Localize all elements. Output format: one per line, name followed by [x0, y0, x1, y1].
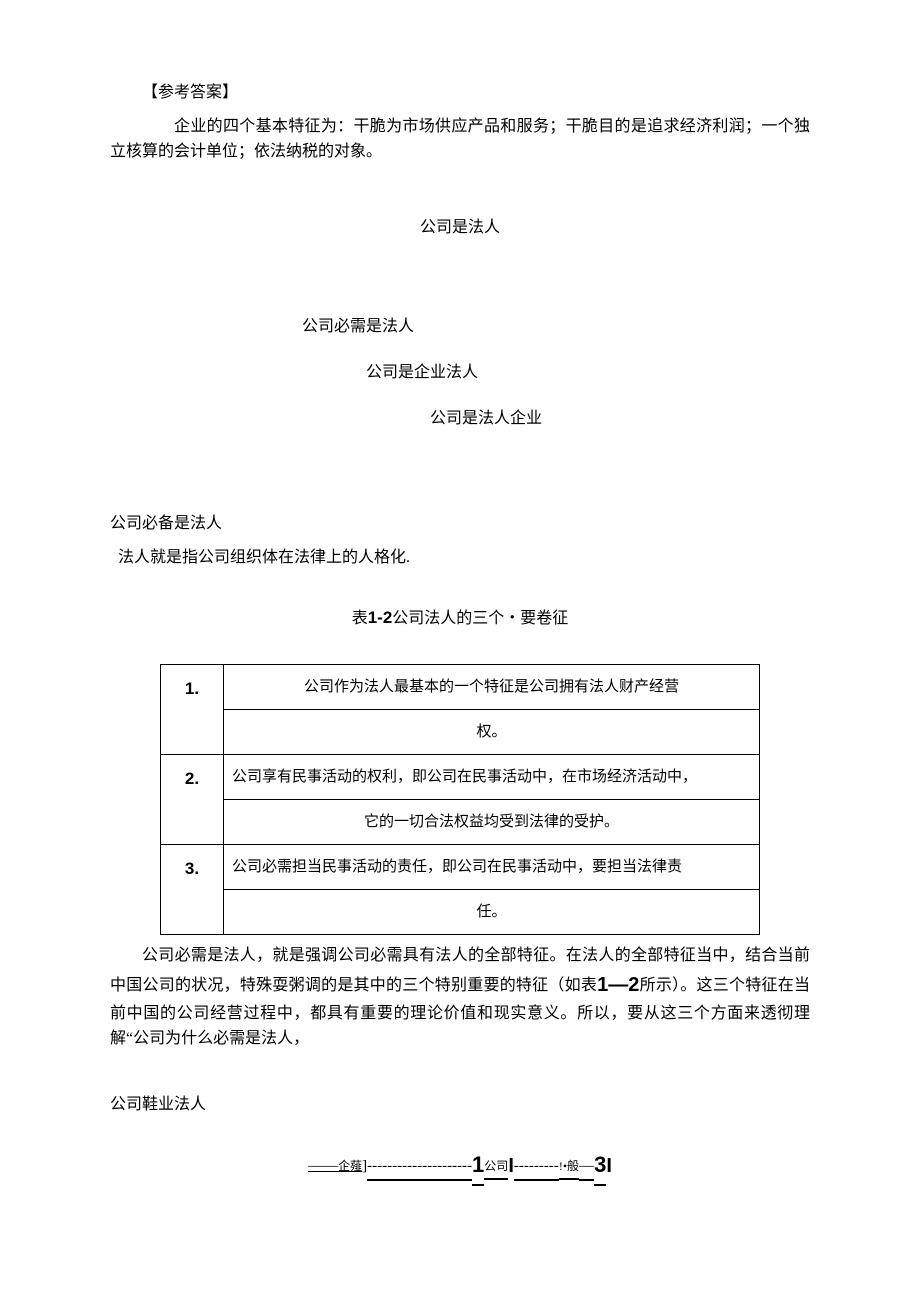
footer-word-qi: 企薤 [338, 1157, 362, 1176]
table-row: 3. 公司必需担当民事活动的责任，即公司在民事活动中，要担当法律责 [161, 844, 760, 889]
point2-heading: 公司鞋业法人 [110, 1092, 810, 1118]
sub-title-b: 公司是企业法人 [110, 360, 810, 386]
point-body: 法人就是指公司组织体在法律上的人格化. [110, 545, 810, 571]
table-caption-prefix: 表 [352, 610, 368, 627]
spacer [110, 578, 810, 598]
footer-word-gs: 公司 [484, 1157, 508, 1179]
table-row: 2. 公司享有民事活动的权利，即公司在民事活动中，在市场经济活动中， [161, 754, 760, 799]
answer-heading: 【参考答案】 [110, 80, 810, 106]
document-page: 【参考答案】 企业的四个基本特征为：干脆为市场供应产品和服务；干脆目的是追求经济… [0, 0, 920, 1301]
table-row: 权。 [161, 709, 760, 754]
table-caption-num: 1-2 [368, 608, 393, 627]
footer-dashes-1: --------------------- [367, 1154, 472, 1181]
table-row: 它的一切合法权益均受到法律的受护。 [161, 799, 760, 844]
table-idx: 2. [161, 754, 224, 844]
table-idx: 3. [161, 844, 224, 934]
footer-num-3: 3 [594, 1147, 606, 1185]
footer-line: ——企薤]---------------------1公司I---------!… [110, 1147, 810, 1185]
explain-paragraph: 公司必需是法人，就是强调公司必需具有法人的全部特征。在法人的全部特征当中，结合当… [110, 943, 810, 1052]
spacer [110, 340, 810, 360]
sub-title-c: 公司是法人企业 [110, 406, 810, 432]
footer-num-1: 1 [472, 1147, 484, 1185]
table-cell: 它的一切合法权益均受到法律的受护。 [224, 799, 760, 844]
spacer [110, 386, 810, 406]
table-caption-suffix: 公司法人的三个・要卷征 [392, 610, 568, 627]
sub-title-a: 公司必需是法人 [110, 314, 810, 340]
spacer [110, 244, 810, 314]
spacer [110, 1052, 810, 1072]
explain-formula-num: 1—2 [597, 974, 639, 996]
spacer [110, 165, 810, 215]
table-cell: 任。 [224, 889, 760, 934]
table-cell: 权。 [224, 709, 760, 754]
spacer [110, 644, 810, 664]
table-idx: 1. [161, 664, 224, 754]
footer-dash-2: — [579, 1154, 594, 1181]
table-row: 任。 [161, 889, 760, 934]
legal-person-table: 1. 公司作为法人最基本的一个特征是公司拥有法人财产经营 权。 2. 公司享有民… [160, 664, 760, 935]
table-cell: 公司必需担当民事活动的责任，即公司在民事活动中，要担当法律责 [224, 844, 760, 889]
table-row: 1. 公司作为法人最基本的一个特征是公司拥有法人财产经营 [161, 664, 760, 709]
footer-excl: !• [559, 1157, 567, 1179]
table-cell: 公司享有民事活动的权利，即公司在民事活动中，在市场经济活动中， [224, 754, 760, 799]
footer-word-ban: 般 [567, 1157, 579, 1179]
answer-body-text: 企业的四个基本特征为：干脆为市场供应产品和服务；干脆目的是追求经济利润；一个独立… [110, 118, 810, 161]
table-cell: 公司作为法人最基本的一个特征是公司拥有法人财产经营 [224, 664, 760, 709]
footer-pipe-2: I [606, 1150, 612, 1182]
section-title: 公司是法人 [110, 215, 810, 241]
spacer [110, 431, 810, 511]
answer-body: 企业的四个基本特征为：干脆为市场供应产品和服务；干脆目的是追求经济利润；一个独立… [110, 114, 810, 165]
spacer [110, 1072, 810, 1092]
table-caption: 表1-2公司法人的三个・要卷征 [110, 604, 810, 632]
footer-lead-dash: —— [308, 1154, 338, 1178]
footer-dashes-2: --------- [514, 1154, 559, 1181]
point-heading: 公司必备是法人 [110, 511, 810, 537]
